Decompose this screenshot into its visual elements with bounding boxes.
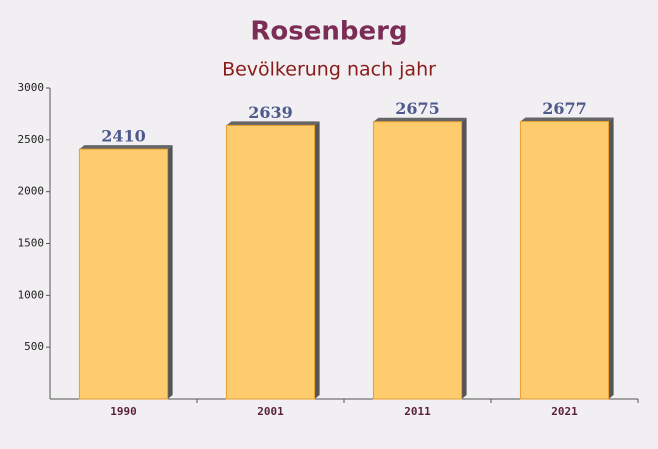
bar-shadow	[461, 117, 467, 400]
bar	[78, 148, 169, 400]
bar-shadow-top	[226, 121, 320, 126]
y-tick-label: 2500	[18, 133, 45, 146]
value-label: 2639	[248, 103, 293, 122]
bar	[372, 121, 463, 400]
bar-shadow	[167, 145, 173, 399]
value-label: 2410	[101, 127, 146, 146]
x-tick-label: 1990	[110, 405, 137, 418]
bar-shadow	[608, 117, 614, 399]
bar	[225, 124, 316, 400]
chart-title: Rosenberg	[250, 17, 407, 47]
bar	[519, 120, 610, 400]
bar-shadow-top	[520, 117, 614, 122]
y-tick-label: 500	[24, 340, 44, 353]
x-tick-label: 2021	[551, 405, 578, 418]
y-tick-label: 1000	[18, 288, 45, 301]
value-label: 2677	[542, 99, 587, 118]
x-tick-label: 2011	[404, 405, 431, 418]
bar-shadow-top	[79, 145, 173, 150]
x-tick-label: 2001	[257, 405, 284, 418]
bar-shadow-top	[373, 117, 467, 122]
y-tick-label: 2000	[18, 185, 45, 198]
chart-subtitle: Bevölkerung nach jahr	[222, 59, 436, 81]
y-tick-label: 3000	[18, 81, 45, 94]
bar-shadow	[314, 121, 320, 399]
value-label: 2675	[395, 99, 440, 118]
y-tick-label: 1500	[18, 237, 45, 250]
